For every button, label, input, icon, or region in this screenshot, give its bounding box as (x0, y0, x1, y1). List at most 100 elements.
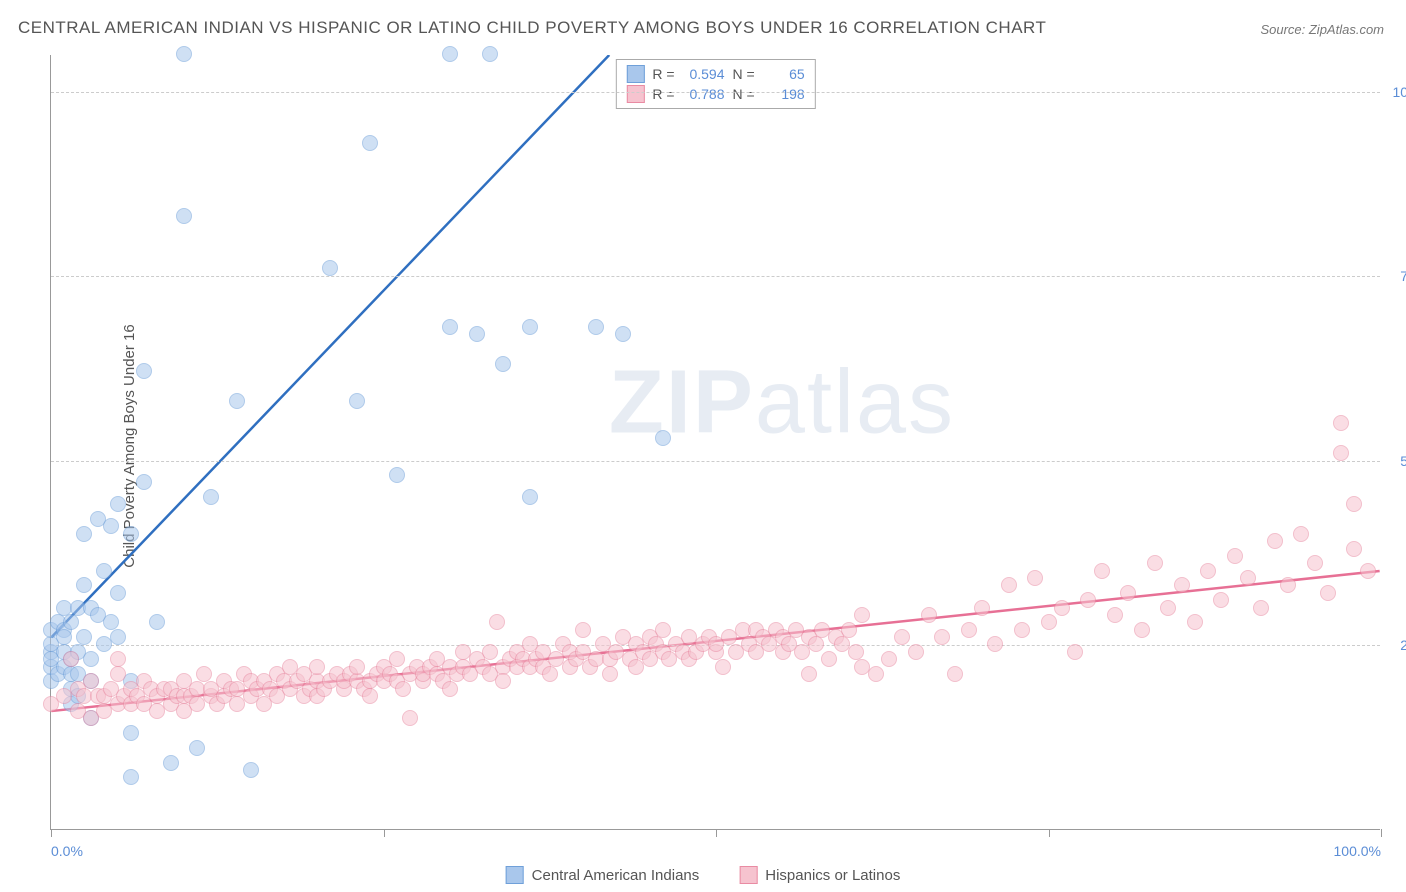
data-point (56, 600, 72, 616)
xtick (1381, 829, 1382, 837)
data-point (276, 673, 292, 689)
data-point (169, 688, 185, 704)
stats-r-value-hl: 0.788 (683, 86, 725, 102)
data-point (435, 673, 451, 689)
data-point (362, 688, 378, 704)
watermark-light: atlas (755, 353, 955, 453)
stats-swatch-cai (626, 65, 644, 83)
data-point (116, 688, 132, 704)
data-point (1001, 577, 1017, 593)
data-point (602, 666, 618, 682)
data-point (50, 614, 66, 630)
data-point (269, 666, 285, 682)
legend-item-cai: Central American Indians (506, 866, 700, 884)
data-point (415, 666, 431, 682)
data-point (76, 629, 92, 645)
data-point (103, 518, 119, 534)
data-point (296, 688, 312, 704)
data-point (854, 607, 870, 623)
data-point (216, 688, 232, 704)
data-point (342, 666, 358, 682)
data-point (442, 659, 458, 675)
data-point (1174, 577, 1190, 593)
data-point (209, 696, 225, 712)
data-point (389, 467, 405, 483)
stats-r-label: R = (652, 86, 674, 102)
data-point (136, 673, 152, 689)
data-point (249, 681, 265, 697)
data-point (110, 651, 126, 667)
data-point (389, 673, 405, 689)
data-point (588, 651, 604, 667)
data-point (70, 600, 86, 616)
xtick (384, 829, 385, 837)
data-point (1346, 496, 1362, 512)
data-point (90, 688, 106, 704)
data-point (76, 577, 92, 593)
data-point (1360, 563, 1376, 579)
data-point (854, 659, 870, 675)
data-point (1134, 622, 1150, 638)
chart-title: CENTRAL AMERICAN INDIAN VS HISPANIC OR L… (18, 18, 1046, 38)
data-point (1267, 533, 1283, 549)
data-point (129, 688, 145, 704)
data-point (43, 696, 59, 712)
watermark-bold: ZIP (609, 353, 755, 453)
data-point (1187, 614, 1203, 630)
data-point (681, 629, 697, 645)
data-point (1280, 577, 1296, 593)
data-point (894, 629, 910, 645)
data-point (123, 681, 139, 697)
data-point (136, 474, 152, 490)
data-point (701, 629, 717, 645)
data-point (442, 46, 458, 62)
data-point (568, 651, 584, 667)
data-point (149, 703, 165, 719)
data-point (495, 659, 511, 675)
data-point (455, 659, 471, 675)
data-point (655, 430, 671, 446)
data-point (90, 511, 106, 527)
data-point (462, 666, 478, 682)
data-point (495, 356, 511, 372)
data-point (974, 600, 990, 616)
data-point (522, 659, 538, 675)
data-point (1147, 555, 1163, 571)
data-point (189, 681, 205, 697)
data-point (203, 688, 219, 704)
data-point (542, 666, 558, 682)
data-point (70, 688, 86, 704)
ytick-label: 75.0% (1385, 268, 1406, 284)
data-point (63, 681, 79, 697)
data-point (449, 666, 465, 682)
data-point (123, 526, 139, 542)
data-point (402, 666, 418, 682)
data-point (522, 319, 538, 335)
stats-row-hl: R = 0.788 N = 198 (626, 84, 804, 104)
data-point (176, 46, 192, 62)
data-point (136, 696, 152, 712)
data-point (482, 666, 498, 682)
ytick-label: 50.0% (1385, 453, 1406, 469)
data-point (575, 622, 591, 638)
data-point (110, 496, 126, 512)
data-point (429, 651, 445, 667)
data-point (369, 666, 385, 682)
data-point (681, 651, 697, 667)
data-point (149, 688, 165, 704)
data-point (1054, 600, 1070, 616)
data-point (349, 393, 365, 409)
data-point (243, 762, 259, 778)
data-point (1227, 548, 1243, 564)
data-point (110, 585, 126, 601)
data-point (216, 673, 232, 689)
data-point (934, 629, 950, 645)
data-point (515, 651, 531, 667)
stats-n-value-cai: 65 (763, 66, 805, 82)
data-point (642, 629, 658, 645)
data-point (1200, 563, 1216, 579)
data-point (269, 688, 285, 704)
data-point (715, 659, 731, 675)
xtick (51, 829, 52, 837)
data-point (1160, 600, 1176, 616)
